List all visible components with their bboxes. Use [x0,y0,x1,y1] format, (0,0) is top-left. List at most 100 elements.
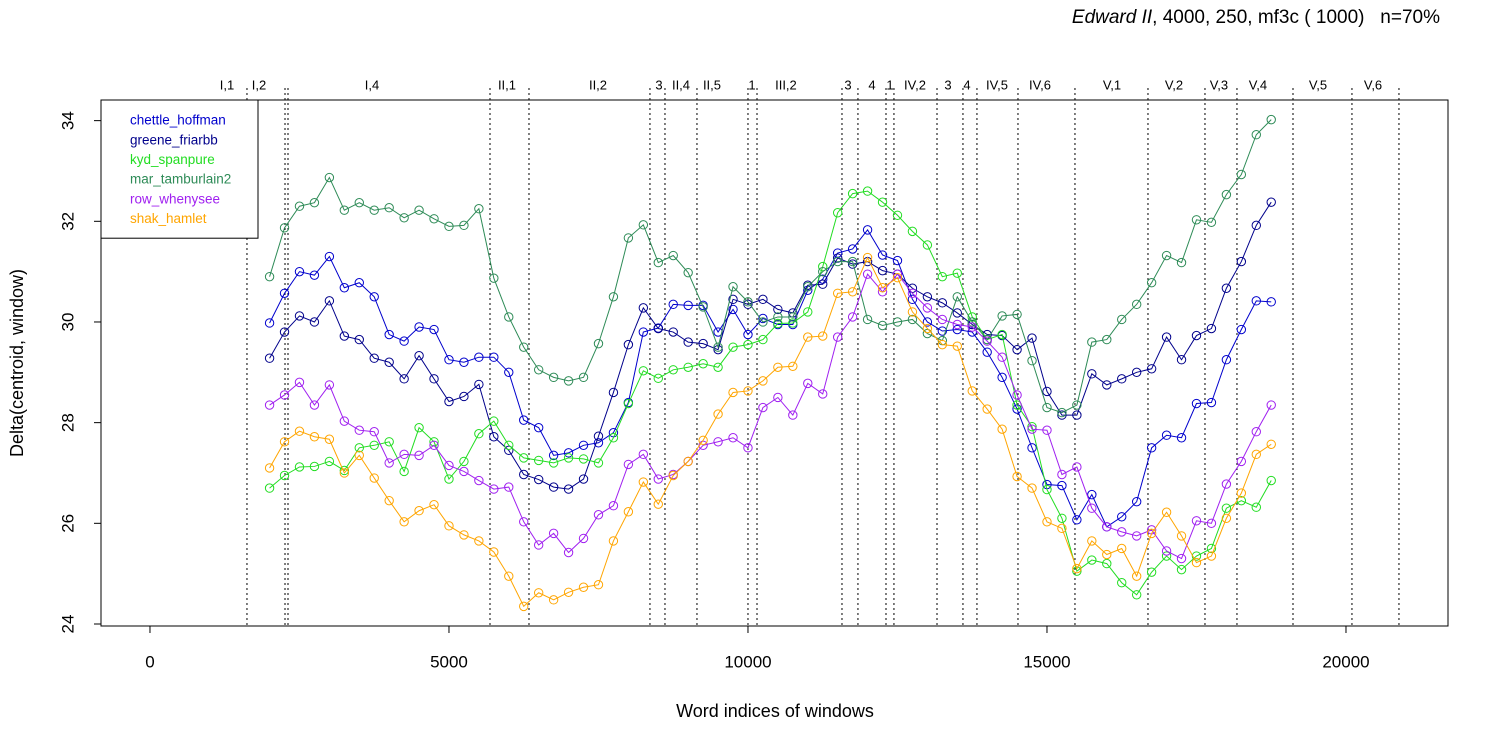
data-point [713,362,723,372]
data-point [563,484,574,494]
data-point [698,302,708,312]
data-point [309,317,320,327]
data-point [952,268,962,278]
data-point [369,427,379,437]
data-point [683,362,693,372]
scene-label: II,1 [498,77,516,92]
data-point [623,507,634,517]
data-point [414,205,424,215]
data-point [728,433,738,443]
data-point [1266,400,1276,410]
scene-label: I,2 [252,77,266,92]
data-point [399,466,409,477]
data-point [354,443,364,453]
data-point [264,271,275,282]
data-point [862,186,873,196]
scene-label: V,2 [1165,77,1183,92]
data-point [1161,507,1172,517]
chart-title: Edward II, 4000, 250, mf3c ( 1000) n=70% [1072,7,1440,28]
data-point [982,404,992,414]
scene-label: 1 [886,77,893,92]
data-point [818,389,828,399]
data-point [832,253,843,263]
data-point [1176,257,1187,268]
data-point [354,197,364,208]
legend-box [100,99,259,239]
data-point [892,255,903,266]
data-point [339,468,350,478]
data-point [399,449,409,460]
data-point [504,312,514,322]
y-axis-label: Delta(centroid, window) [7,269,27,457]
data-point [1221,189,1232,200]
data-point [713,437,723,447]
data-point [429,214,439,224]
data-point [967,319,977,330]
data-point [638,303,649,313]
data-point [563,547,574,558]
data-point [519,517,529,527]
data-point [474,429,484,439]
y-tick-label: 24 [58,615,77,634]
plot-frame [100,99,1449,627]
data-point [1146,278,1157,288]
scene-label: V,4 [1249,77,1267,92]
scene-label: V,3 [1210,77,1228,92]
data-point [369,473,379,483]
data-point [1087,503,1097,513]
data-point [832,332,843,342]
data-point [907,307,918,317]
data-point [309,461,320,472]
data-point [638,220,649,230]
data-point [593,438,604,448]
data-point [847,259,858,269]
data-point [832,288,843,298]
data-point [339,465,350,476]
legend-label: shak_hamlet [130,211,207,226]
data-point [788,318,798,328]
data-point [1102,549,1112,560]
x-tick-label: 0 [145,652,154,671]
data-point [892,210,903,220]
data-point [1236,324,1247,335]
data-point [728,282,738,292]
series [264,252,1276,612]
data-point [743,329,753,340]
data-point [653,323,663,334]
legend-label: chettle_hoffman [130,113,226,128]
data-point [788,361,798,371]
data-point [339,416,350,426]
data-point [294,201,305,211]
data-point [997,329,1007,340]
data-point [489,352,499,362]
data-point [294,462,305,472]
data-point [803,307,813,317]
data-point [847,256,858,267]
data-point [862,225,873,235]
data-point [593,580,604,590]
data-point [907,288,918,298]
data-point [638,449,649,460]
data-point [743,443,753,453]
data-point [1206,397,1217,408]
data-point [638,327,649,337]
data-point [862,252,873,263]
data-point [324,434,335,444]
data-point [369,440,379,450]
y-tick-label: 34 [58,111,77,130]
data-point [608,433,619,443]
data-point [264,483,275,493]
data-point [1087,555,1097,565]
data-point [1102,334,1112,345]
data-point [1042,386,1052,397]
y-tick-label: 26 [58,514,77,533]
data-point [1042,517,1052,527]
data-point [1131,531,1142,541]
data-point [608,387,619,398]
data-point [1027,421,1037,432]
data-point [309,432,320,442]
data-point [1117,512,1127,522]
data-point [847,188,858,199]
data-point [788,410,798,420]
